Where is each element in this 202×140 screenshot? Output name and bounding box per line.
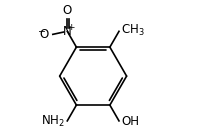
Text: −: − — [38, 26, 46, 35]
Text: OH: OH — [121, 115, 139, 128]
Text: +: + — [67, 23, 75, 32]
Text: CH$_3$: CH$_3$ — [121, 23, 144, 38]
Text: N: N — [63, 25, 71, 38]
Text: O: O — [62, 4, 72, 17]
Text: NH$_2$: NH$_2$ — [41, 114, 65, 129]
Text: O: O — [39, 28, 48, 41]
